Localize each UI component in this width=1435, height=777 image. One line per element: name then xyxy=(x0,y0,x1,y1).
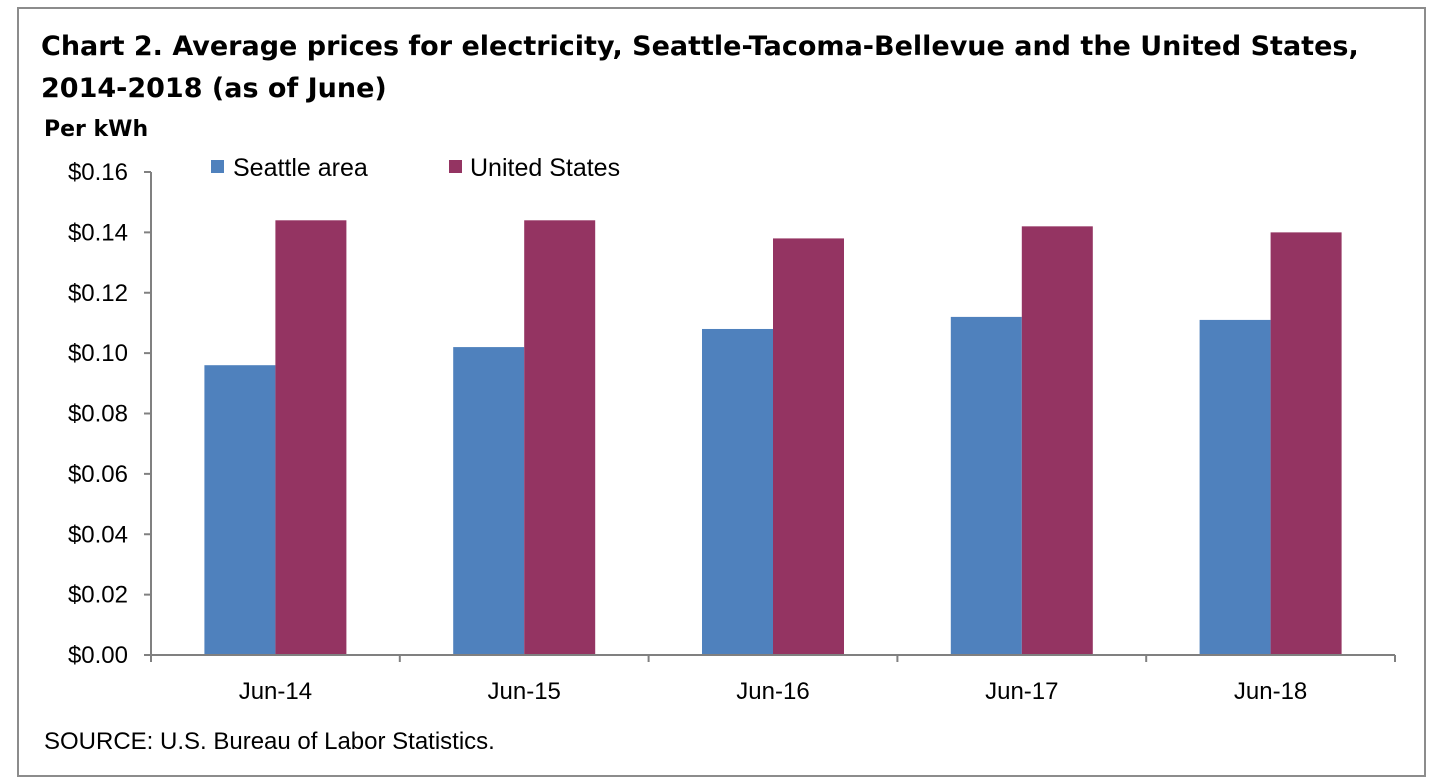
y-tick-label: $0.02 xyxy=(68,582,128,609)
bar-united-states-jun-14 xyxy=(275,220,347,656)
y-tick-label: $0.10 xyxy=(68,340,128,367)
legend-label-united-states: United States xyxy=(470,154,620,182)
legend: Seattle area United States xyxy=(211,154,620,182)
bar-seattle-jun-15 xyxy=(453,347,525,655)
source-note: SOURCE: U.S. Bureau of Labor Statistics. xyxy=(44,728,495,755)
y-tick-label: $0.06 xyxy=(68,461,128,488)
bar-united-states-jun-15 xyxy=(524,220,596,656)
bar-united-states-jun-18 xyxy=(1270,232,1342,655)
bar-united-states-jun-16 xyxy=(773,238,844,655)
y-tick-label: $0.12 xyxy=(68,280,128,307)
x-tick-label: Jun-18 xyxy=(1234,678,1307,705)
x-tick-label: Jun-17 xyxy=(985,678,1058,705)
bar-seattle-jun-14 xyxy=(204,365,276,655)
axes-layer: $0.00 $0.02 $0.04 $0.06 $0.08 $0.10 $0.12 $0.14… xyxy=(68,159,1396,705)
legend-swatch-seattle xyxy=(211,160,224,173)
legend-swatch-united-states xyxy=(449,160,462,173)
bar-seattle-jun-16 xyxy=(702,328,773,655)
chart-title: Chart 2. Average prices for electricity,… xyxy=(41,31,1359,104)
x-tick-label: Jun-14 xyxy=(239,678,312,705)
bars-layer xyxy=(204,220,1342,656)
legend-label-seattle: Seattle area xyxy=(233,154,368,182)
y-tick-label: $0.16 xyxy=(68,159,128,186)
y-tick-label: $0.00 xyxy=(68,642,128,669)
bar-seattle-jun-17 xyxy=(950,316,1022,655)
y-axis-label: Per kWh xyxy=(44,117,149,142)
y-tick-label: $0.08 xyxy=(68,401,128,428)
x-tick-label: Jun-15 xyxy=(488,678,561,705)
y-tick-label: $0.04 xyxy=(68,521,128,548)
y-tick-label: $0.14 xyxy=(68,219,128,246)
bar-united-states-jun-17 xyxy=(1021,226,1093,655)
x-tick-label: Jun-16 xyxy=(736,678,809,705)
bar-seattle-jun-18 xyxy=(1199,319,1271,655)
